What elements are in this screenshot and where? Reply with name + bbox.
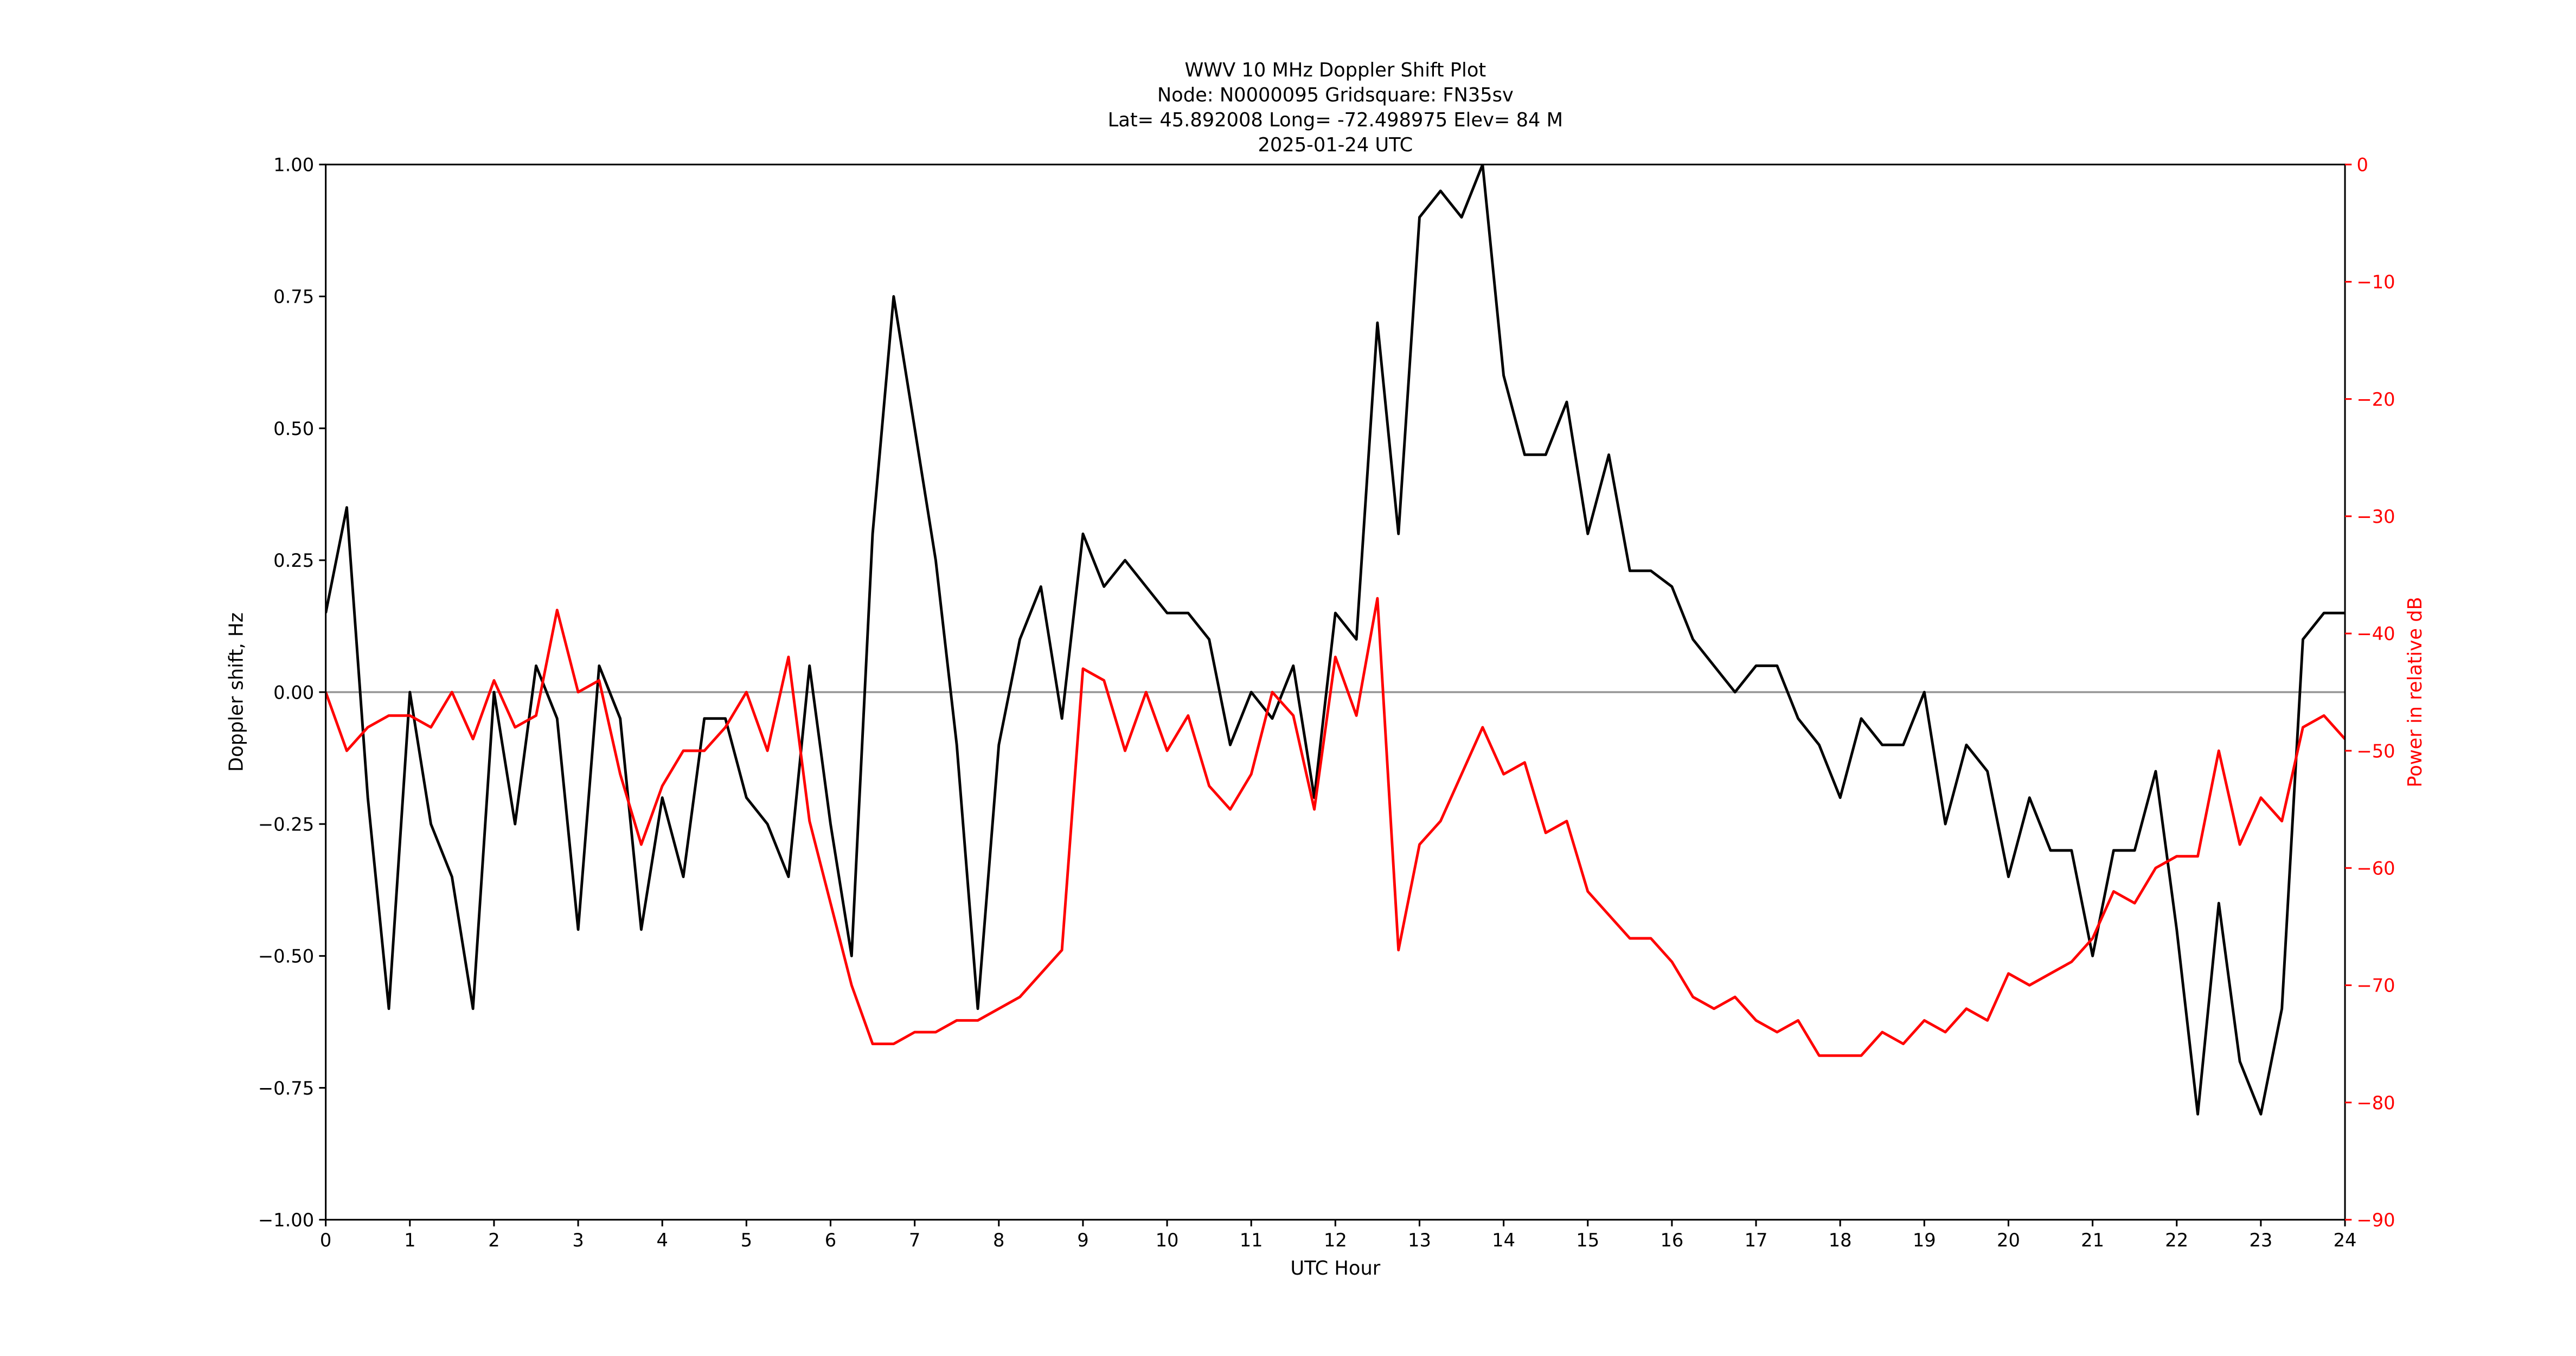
data-line: [325, 597, 2346, 1057]
x-tick-label: 17: [1745, 1230, 1768, 1251]
y-tick-label: 0.00: [273, 682, 314, 703]
y-tick-label: 0.25: [273, 550, 314, 571]
y2-tick-label: −60: [2356, 858, 2395, 879]
x-tick-label: 8: [993, 1230, 1004, 1251]
y2-tick-label: 0: [2356, 155, 2368, 176]
x-tick-label: 10: [1156, 1230, 1179, 1251]
x-tick-label: 24: [2334, 1230, 2357, 1251]
y-tick-label: −0.75: [258, 1078, 314, 1099]
x-tick-label: 3: [572, 1230, 584, 1251]
y-tick-label: 0.75: [273, 286, 314, 308]
x-tick-label: 2: [488, 1230, 499, 1251]
y-axis-label: Doppler shift, Hz: [225, 612, 247, 772]
y2-tick-label: −30: [2356, 506, 2395, 527]
x-tick-label: 7: [909, 1230, 920, 1251]
x-tick-label: 13: [1408, 1230, 1431, 1251]
y2-tick-label: −40: [2356, 623, 2395, 644]
y-tick-label: −0.25: [258, 814, 314, 835]
y2-tick-label: −90: [2356, 1210, 2395, 1231]
y2-axis-label: Power in relative dB: [2404, 597, 2426, 788]
x-tick-label: 9: [1077, 1230, 1088, 1251]
x-tick-label: 22: [2165, 1230, 2188, 1251]
chart-title: Lat= 45.892008 Long= -72.498975 Elev= 84…: [1108, 109, 1563, 131]
x-tick-label: 5: [741, 1230, 752, 1251]
x-axis-label: UTC Hour: [1290, 1257, 1380, 1280]
chart-title: 2025-01-24 UTC: [1258, 134, 1413, 156]
x-tick-label: 16: [1660, 1230, 1683, 1251]
y2-tick-label: −80: [2356, 1092, 2395, 1114]
plot-area: [325, 164, 2346, 1116]
y2-tick-label: −20: [2356, 389, 2395, 410]
x-tick-label: 18: [1829, 1230, 1852, 1251]
x-tick-label: 0: [320, 1230, 331, 1251]
x-tick-label: 11: [1240, 1230, 1263, 1251]
x-tick-label: 14: [1492, 1230, 1515, 1251]
x-tick-label: 21: [2081, 1230, 2104, 1251]
x-tick-label: 15: [1576, 1230, 1599, 1251]
x-tick-label: 6: [825, 1230, 836, 1251]
chart-title: Node: N0000095 Gridsquare: FN35sv: [1157, 84, 1514, 106]
y2-tick-label: −10: [2356, 272, 2395, 293]
x-tick-label: 20: [1997, 1230, 2020, 1251]
data-line: [325, 164, 2346, 1116]
x-tick-label: 23: [2249, 1230, 2272, 1251]
x-tick-label: 4: [656, 1230, 668, 1251]
y-tick-label: 0.50: [273, 418, 314, 439]
x-tick-label: 1: [404, 1230, 415, 1251]
y2-tick-label: −50: [2356, 740, 2395, 762]
y-tick-label: −1.00: [258, 1210, 314, 1231]
y2-tick-label: −70: [2356, 975, 2395, 996]
x-tick-label: 19: [1913, 1230, 1936, 1251]
x-tick-label: 12: [1324, 1230, 1347, 1251]
y-tick-label: −0.50: [258, 946, 314, 967]
chart-title: WWV 10 MHz Doppler Shift Plot: [1184, 59, 1486, 81]
y-tick-label: 1.00: [273, 155, 314, 176]
